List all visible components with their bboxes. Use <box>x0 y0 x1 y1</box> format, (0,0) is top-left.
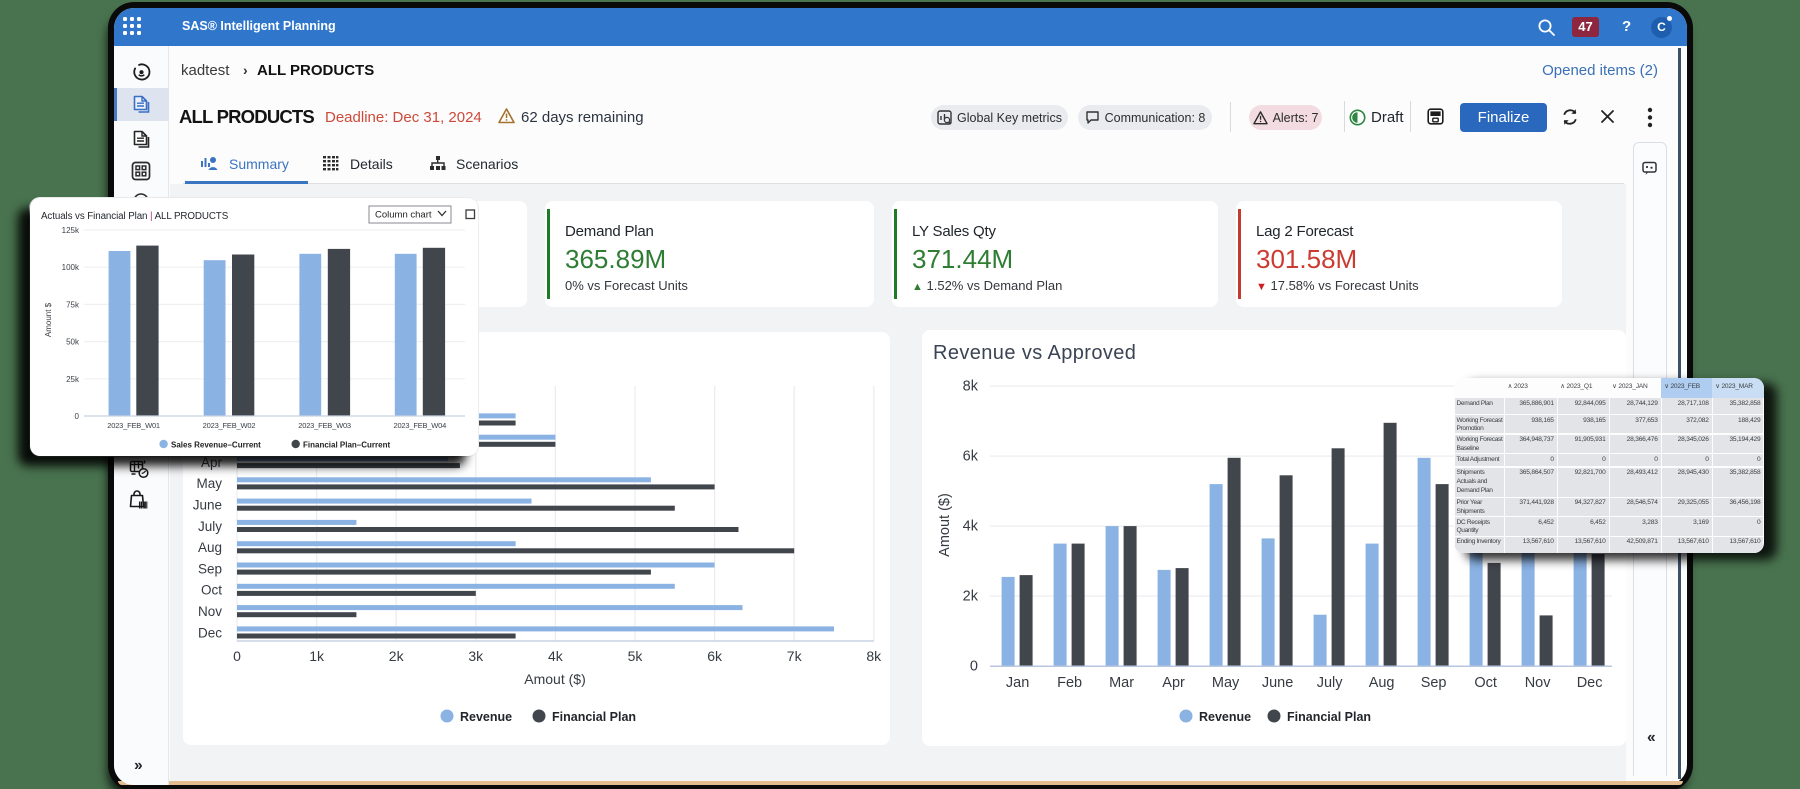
svg-text:0: 0 <box>233 648 241 664</box>
svg-text:Sep: Sep <box>198 561 222 576</box>
svg-text:2k: 2k <box>963 589 979 605</box>
svg-text:Aug: Aug <box>198 540 222 555</box>
svg-text:Nov: Nov <box>198 604 222 619</box>
svg-text:8k: 8k <box>866 648 882 664</box>
svg-text:Revenue: Revenue <box>460 710 512 724</box>
svg-text:0: 0 <box>970 659 978 675</box>
svg-text:July: July <box>198 519 222 534</box>
svg-text:6k: 6k <box>707 648 723 664</box>
svg-text:Financial Plan: Financial Plan <box>1287 710 1371 724</box>
svg-text:Aug: Aug <box>1369 675 1395 691</box>
svg-text:Feb: Feb <box>1057 675 1082 691</box>
svg-text:7k: 7k <box>787 648 803 664</box>
svg-text:Nov: Nov <box>1525 675 1552 691</box>
svg-text:25k: 25k <box>66 375 80 384</box>
svg-text:June: June <box>193 498 222 513</box>
svg-text:July: July <box>1317 675 1344 691</box>
svg-text:3k: 3k <box>468 648 484 664</box>
svg-text:0: 0 <box>75 412 80 421</box>
svg-text:Column chart: Column chart <box>375 210 432 221</box>
svg-text:75k: 75k <box>66 300 80 309</box>
svg-text:Apr: Apr <box>201 455 223 470</box>
svg-text:4k: 4k <box>963 519 979 535</box>
svg-text:1k: 1k <box>309 648 325 664</box>
svg-text:May: May <box>1212 675 1240 691</box>
svg-text:Jan: Jan <box>1006 675 1029 691</box>
svg-text:Amout ($): Amout ($) <box>524 671 585 687</box>
svg-text:May: May <box>196 476 222 491</box>
svg-text:Apr: Apr <box>1162 675 1185 691</box>
svg-text:Revenue vs Approved: Revenue vs Approved <box>933 342 1136 364</box>
svg-text:2023_FEB_W03: 2023_FEB_W03 <box>298 421 351 430</box>
svg-text:2023_FEB_W04: 2023_FEB_W04 <box>393 421 446 430</box>
svg-text:Financial Plan: Financial Plan <box>552 710 636 724</box>
svg-text:Amout ($): Amout ($) <box>937 493 953 557</box>
svg-text:8k: 8k <box>963 379 979 395</box>
svg-text:5k: 5k <box>628 648 644 664</box>
svg-text:June: June <box>1262 675 1293 691</box>
svg-text:Actuals vs Financial Plan | AL: Actuals vs Financial Plan | ALL PRODUCTS <box>41 211 229 222</box>
svg-text:50k: 50k <box>66 338 80 347</box>
svg-text:Oct: Oct <box>201 583 222 598</box>
svg-text:4k: 4k <box>548 648 564 664</box>
svg-text:Amount $: Amount $ <box>44 302 53 337</box>
svg-text:6k: 6k <box>963 449 979 465</box>
svg-text:Mar: Mar <box>1109 675 1134 691</box>
svg-text:Dec: Dec <box>198 625 222 640</box>
svg-text:Oct: Oct <box>1474 675 1497 691</box>
svg-text:125k: 125k <box>62 226 80 235</box>
svg-text:Dec: Dec <box>1577 675 1603 691</box>
svg-text:2k: 2k <box>389 648 405 664</box>
svg-text:Revenue: Revenue <box>1199 710 1251 724</box>
svg-text:Financial Plan–Current: Financial Plan–Current <box>303 441 390 450</box>
svg-text:2023_FEB_W01: 2023_FEB_W01 <box>107 421 160 430</box>
svg-text:Sep: Sep <box>1421 675 1447 691</box>
svg-text:Sales Revenue–Current: Sales Revenue–Current <box>171 441 261 450</box>
svg-text:2023_FEB_W02: 2023_FEB_W02 <box>203 421 256 430</box>
svg-text:100k: 100k <box>62 263 80 272</box>
